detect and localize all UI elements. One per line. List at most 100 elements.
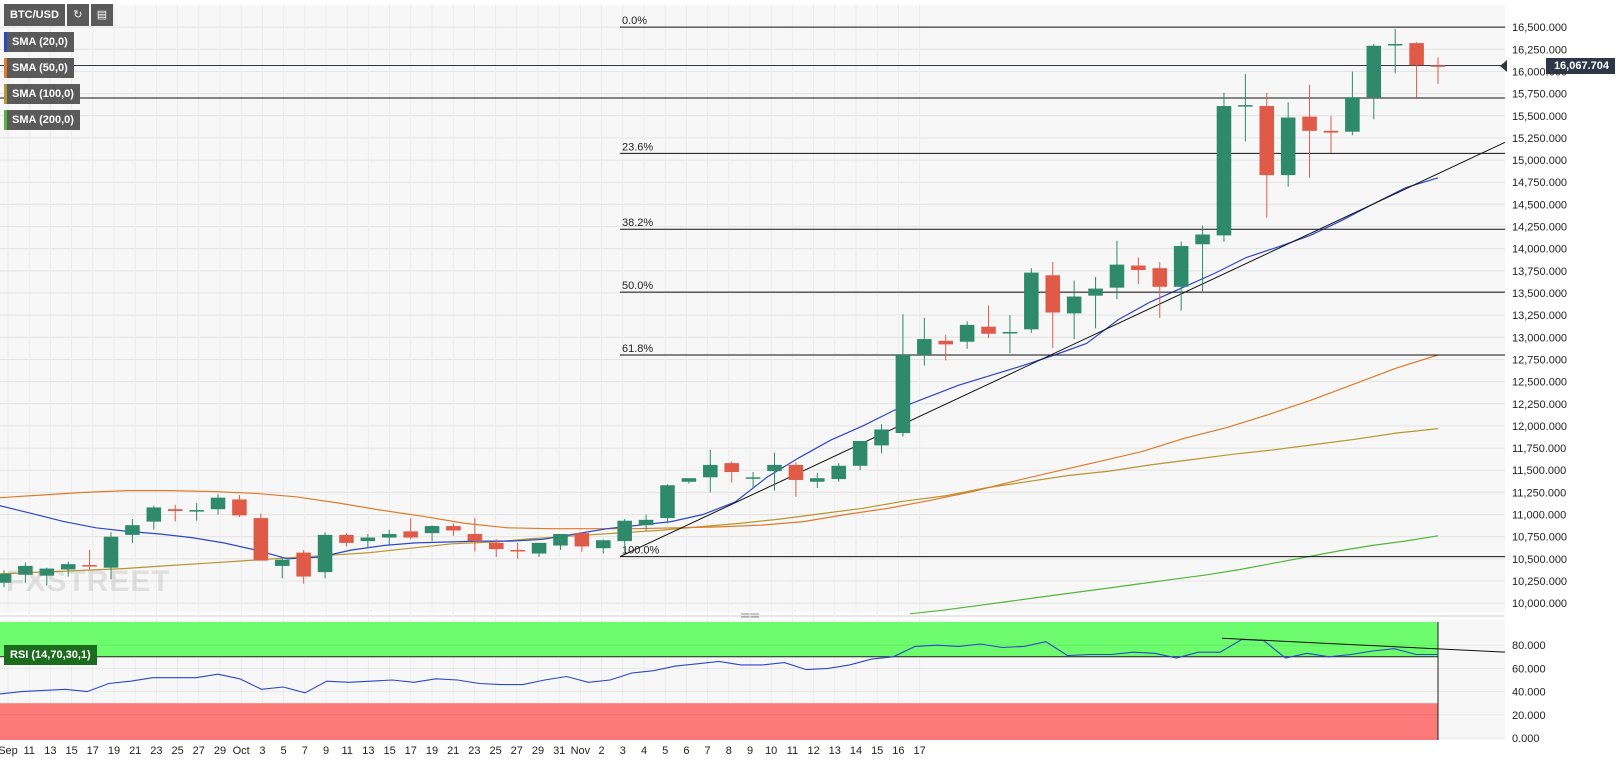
price-tick-label: 14,000.000 <box>1512 244 1567 256</box>
time-tick-label: 5 <box>281 745 287 757</box>
time-tick-label: 15 <box>871 745 883 757</box>
price-tick-label: 15,750.000 <box>1512 89 1567 101</box>
time-tick-label: 17 <box>405 745 417 757</box>
time-tick-label: 10 <box>765 745 777 757</box>
time-tick-label: 7 <box>302 745 308 757</box>
legend-sma-20-label: SMA (20,0) <box>12 36 68 48</box>
time-tick-label: 19 <box>108 745 120 757</box>
candle-up <box>1088 288 1103 296</box>
sma-50-line <box>0 354 1439 530</box>
symbol-label[interactable]: BTC/USD <box>4 4 65 26</box>
candle-up <box>1345 97 1360 132</box>
time-tick-label: 17 <box>87 745 99 757</box>
price-tag-pointer <box>1500 60 1507 72</box>
rsi-legend[interactable]: RSI (14,70,30,1) <box>4 645 97 665</box>
rsi-overbought-zone <box>0 622 1438 657</box>
sma-200-line <box>909 535 1439 615</box>
legend-sma-100-label: SMA (100,0) <box>12 88 74 100</box>
sma-100-line <box>0 428 1439 575</box>
candle-up <box>1173 246 1189 287</box>
legend-sma-200[interactable]: SMA (200,0) <box>4 110 80 130</box>
time-tick-label: 9 <box>747 745 753 757</box>
time-tick-label: 25 <box>489 745 501 757</box>
time-tick-label: 7 <box>705 745 711 757</box>
candle-up <box>959 324 975 342</box>
time-tick-label: 23 <box>150 745 162 757</box>
candle-up <box>274 559 290 566</box>
current-price-tag: 16,067.704 <box>1545 58 1615 74</box>
price-tick-label: 10,750.000 <box>1512 532 1567 544</box>
candle-up <box>681 478 697 482</box>
legend-sma-50[interactable]: SMA (50,0) <box>4 58 74 78</box>
time-tick-label: 11 <box>341 745 352 757</box>
refresh-icon[interactable]: ↻ <box>66 4 89 26</box>
candle-up <box>638 519 654 526</box>
candle-up <box>1387 43 1403 46</box>
time-tick-label: 13 <box>829 745 841 757</box>
time-tick-label: Sep <box>0 745 18 757</box>
rsi-tick-label: 60.000 <box>1512 663 1546 675</box>
time-tick-label: 27 <box>193 745 205 757</box>
trend-line <box>619 141 1506 558</box>
candle-up <box>852 440 868 466</box>
time-tick-label: 13 <box>44 745 56 757</box>
candle-up <box>531 542 547 554</box>
candle-down <box>510 549 525 552</box>
candle-up <box>360 537 376 542</box>
candle-up <box>39 568 55 576</box>
legend-sma-200-label: SMA (200,0) <box>12 114 74 126</box>
time-tick-label: 27 <box>511 745 523 757</box>
time-tick-label: 29 <box>532 745 544 757</box>
candle-up <box>317 534 333 573</box>
price-tick-label: 12,500.000 <box>1512 377 1567 389</box>
chart-toolbar: BTC/USD ↻ ▤ <box>4 4 113 26</box>
legend-sma-100[interactable]: SMA (100,0) <box>4 84 80 104</box>
candle-up <box>874 429 889 446</box>
time-tick-label: 3 <box>259 745 265 757</box>
candle-up <box>125 525 140 535</box>
time-tick-label: 31 <box>553 745 565 757</box>
price-pane-bg <box>0 5 1505 612</box>
price-tick-label: 10,250.000 <box>1512 576 1567 588</box>
candle-down <box>467 534 483 542</box>
time-tick-label: 5 <box>662 745 668 757</box>
time-tick-label: 25 <box>171 745 183 757</box>
legend-sma-50-label: SMA (50,0) <box>12 62 68 74</box>
price-tick-label: 11,750.000 <box>1512 443 1566 455</box>
rsi-trend-line <box>1221 637 1506 653</box>
price-tick-label: 15,250.000 <box>1512 133 1567 145</box>
chart-settings-icon[interactable]: ▤ <box>90 4 113 26</box>
candle-down <box>1323 130 1339 133</box>
candle-down <box>1045 275 1061 313</box>
candle-down <box>938 340 954 345</box>
time-tick-label: 6 <box>683 745 689 757</box>
legend-sma-20[interactable]: SMA (20,0) <box>4 32 74 52</box>
rsi-tick-label: 20.000 <box>1512 710 1546 722</box>
candle-down <box>1302 116 1317 131</box>
price-tick-label: 11,000.000 <box>1512 510 1566 522</box>
price-tick-label: 16,500.000 <box>1512 22 1567 34</box>
fib-level-label: 23.6% <box>622 141 653 153</box>
time-tick-label: 14 <box>850 745 862 757</box>
price-tick-label: 14,750.000 <box>1512 177 1567 189</box>
price-tick-label: 12,000.000 <box>1512 421 1567 433</box>
candle-down <box>232 499 247 516</box>
price-tick-label: 11,500.000 <box>1512 465 1566 477</box>
time-tick-label: Nov <box>571 745 591 757</box>
candle-up <box>103 536 119 568</box>
candle-up <box>1024 272 1039 330</box>
candle-up <box>1366 45 1382 98</box>
price-tick-label: 10,500.000 <box>1512 554 1567 566</box>
watermark-logo: FXSTREET <box>6 565 171 598</box>
fib-level-label: 38.2% <box>622 217 653 229</box>
time-tick-label: 15 <box>65 745 77 757</box>
candle-up <box>660 485 675 519</box>
time-tick-label: 16 <box>892 745 904 757</box>
candle-down <box>981 326 996 334</box>
time-tick-label: 4 <box>641 745 647 757</box>
rsi-tick-label: 40.000 <box>1512 687 1546 699</box>
rsi-tick-label: 0.000 <box>1512 733 1540 745</box>
price-tick-label: 13,750.000 <box>1512 266 1567 278</box>
time-tick-label: 19 <box>426 745 438 757</box>
